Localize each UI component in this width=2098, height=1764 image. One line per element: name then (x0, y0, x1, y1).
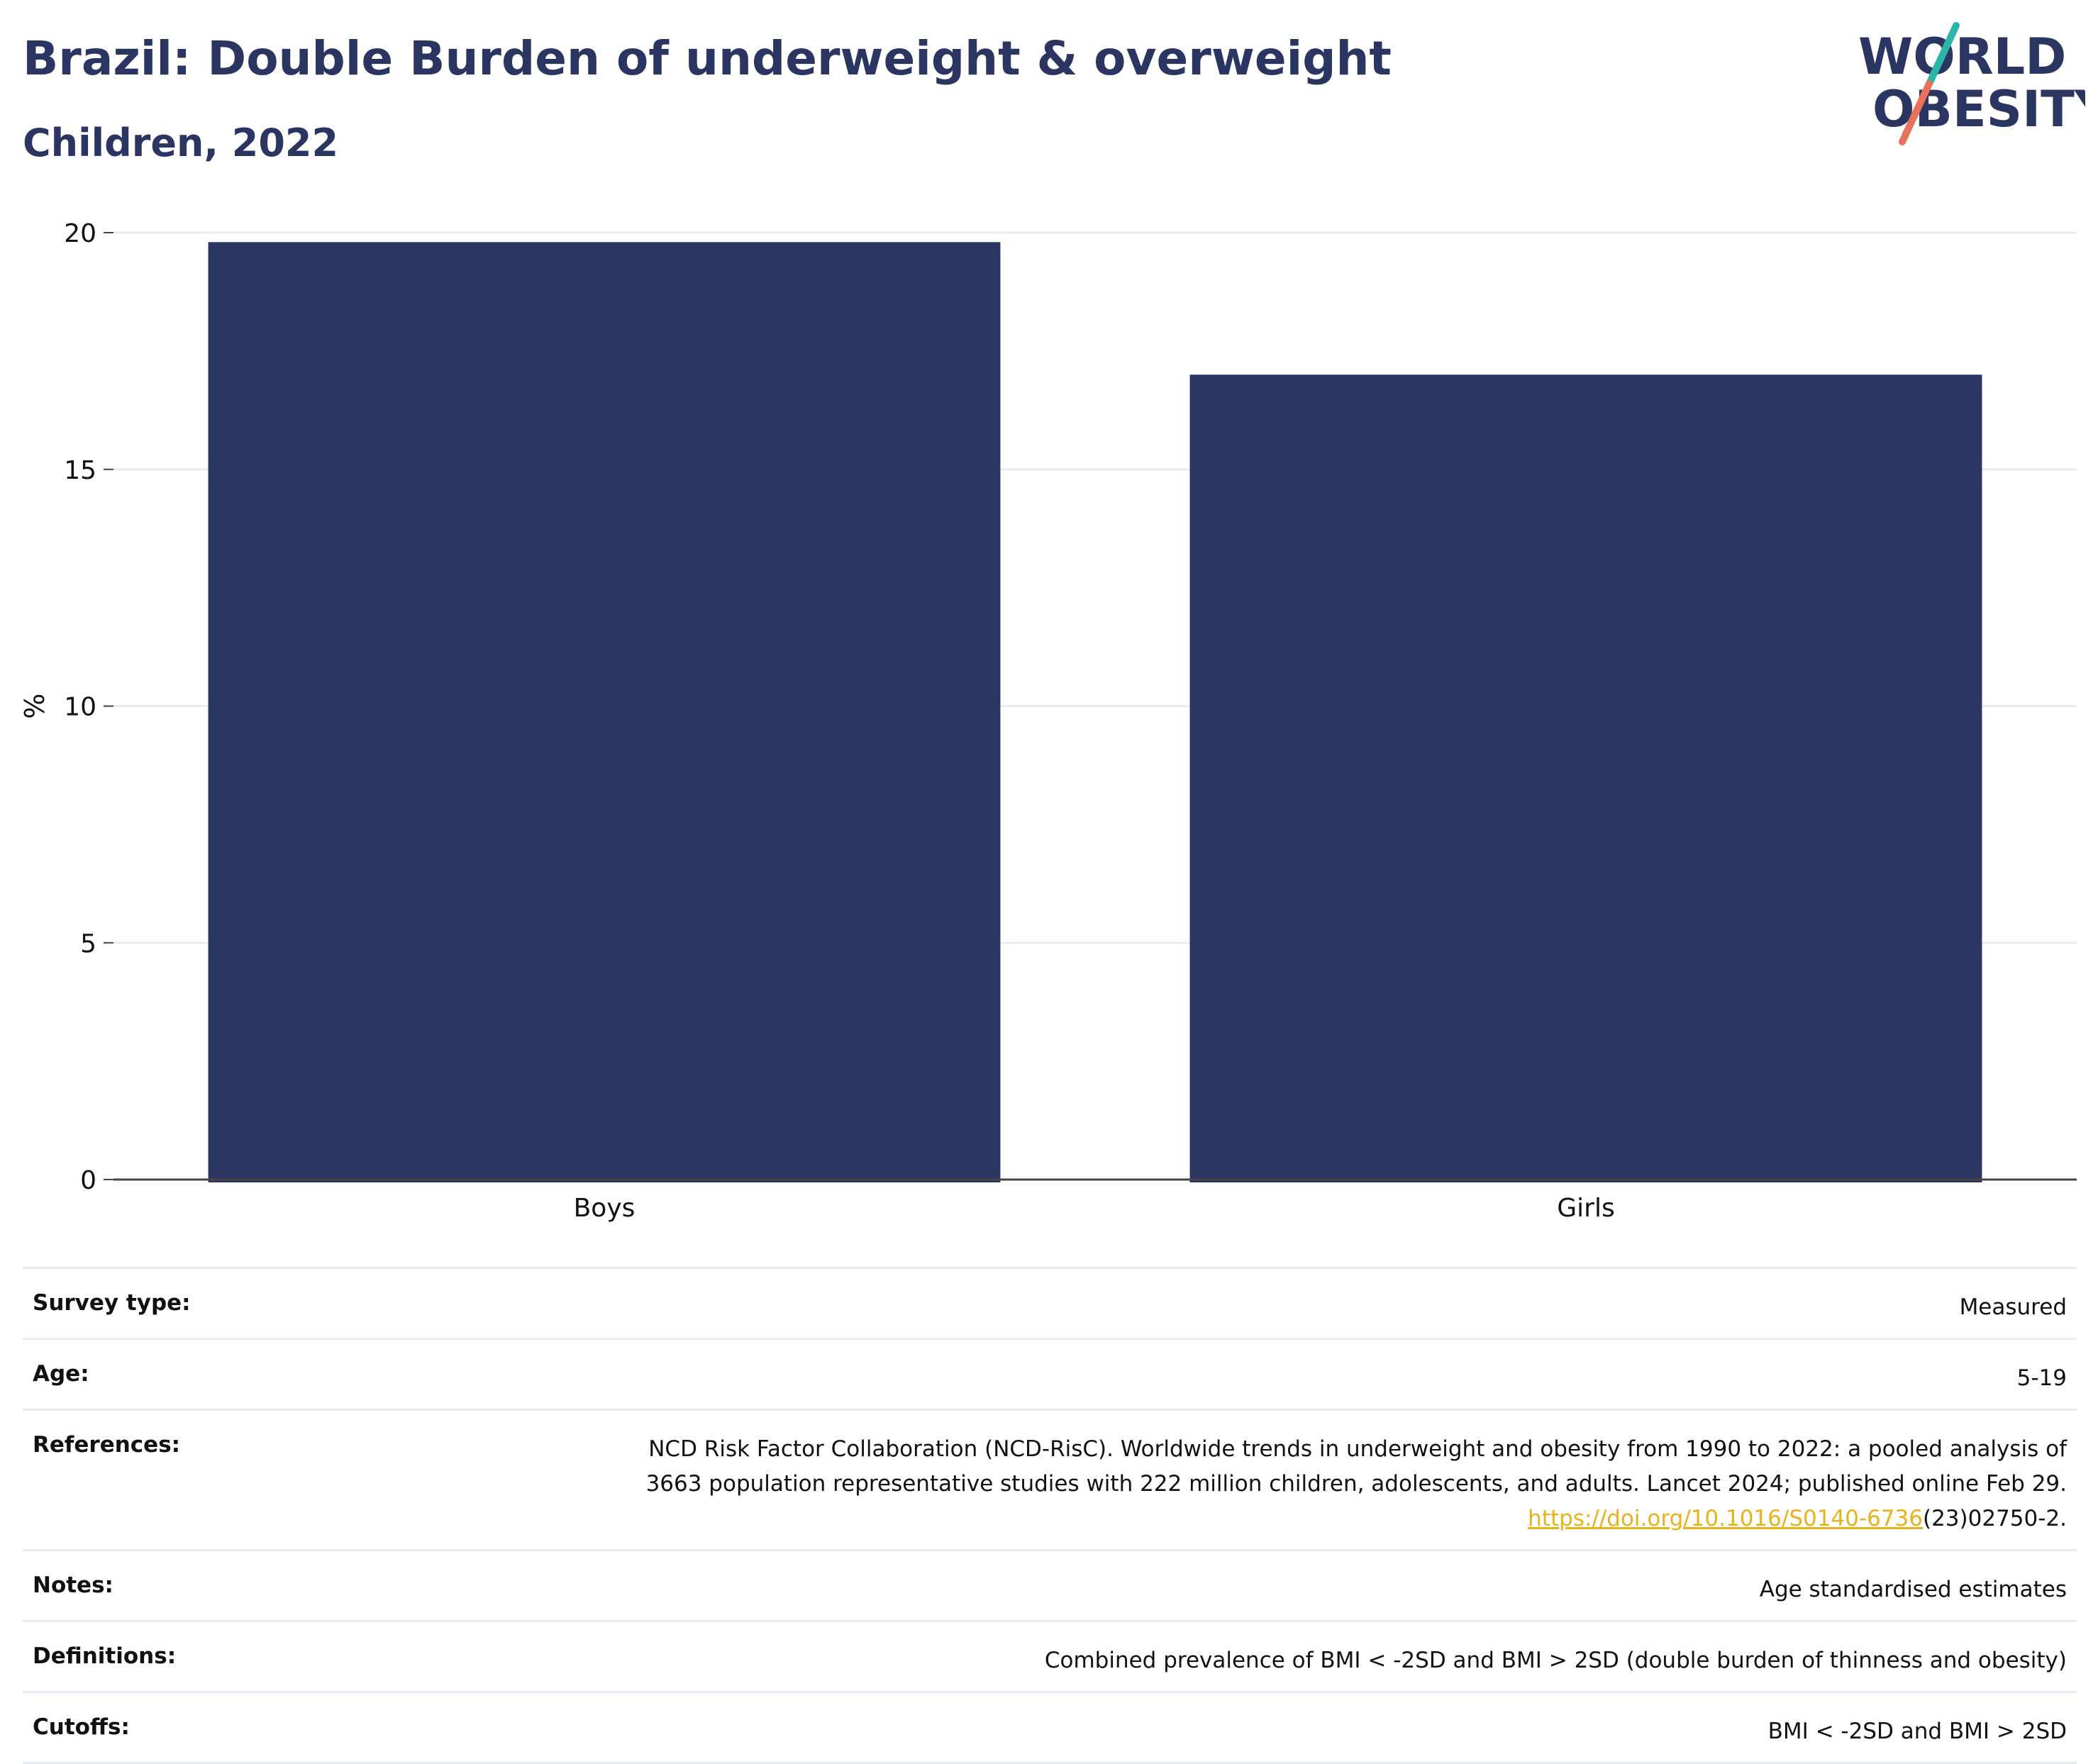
info-row-age: Age: 5-19 (23, 1340, 2077, 1411)
info-table: Survey type: Measured Age: 5-19 Referenc… (23, 1267, 2077, 1764)
info-row-survey-type: Survey type: Measured (23, 1269, 2077, 1340)
info-row-cutoffs: Cutoffs: BMI < -2SD and BMI > 2SD (23, 1693, 2077, 1764)
y-tick-label: 20 (64, 219, 96, 248)
x-tick-label: Boys (574, 1194, 635, 1223)
cutoffs-label: Cutoffs: (33, 1714, 130, 1740)
references-label: References: (33, 1431, 181, 1458)
survey-type-value: Measured (1959, 1294, 2067, 1320)
survey-type-label: Survey type: (33, 1290, 191, 1316)
definitions-value: Combined prevalence of BMI < -2SD and BM… (1044, 1647, 2067, 1673)
references-line-1: NCD Risk Factor Collaboration (NCD-RisC)… (648, 1436, 2067, 1462)
notes-value: Age standardised estimates (1759, 1576, 2067, 1602)
references-value: NCD Risk Factor Collaboration (NCD-RisC)… (294, 1432, 2067, 1536)
chart-title: Brazil: Double Burden of underweight & o… (23, 31, 1392, 86)
logo-slash-teal (1926, 22, 1960, 87)
references-doi-link[interactable]: https://doi.org/10.1016/S0140-6736 (1528, 1505, 1923, 1531)
bars (208, 242, 1982, 1183)
y-tick-label: 0 (80, 1166, 96, 1195)
y-axis-title: % (19, 693, 50, 719)
x-tick-label: Girls (1557, 1194, 1614, 1223)
bar-chart: 0 5 10 15 20 Boys Girls % (19, 219, 2077, 1223)
world-obesity-logo: WORLD OBESITY (1858, 22, 2085, 145)
chart-subtitle: Children, 2022 (23, 121, 339, 165)
y-tick-label: 5 (80, 929, 96, 958)
age-value: 5-19 (2016, 1365, 2067, 1391)
notes-label: Notes: (33, 1572, 113, 1598)
y-tick-label: 15 (64, 456, 96, 485)
logo-slash-coral (1899, 80, 1933, 145)
references-line-2: 3663 population representative studies w… (645, 1470, 2067, 1497)
definitions-label: Definitions: (33, 1643, 177, 1669)
bar-boys (208, 242, 1001, 1183)
age-label: Age: (33, 1360, 89, 1387)
axes: 0 5 10 15 20 Boys Girls (64, 219, 2077, 1223)
bar-girls (1189, 375, 1982, 1182)
info-row-definitions: Definitions: Combined prevalence of BMI … (23, 1622, 2077, 1693)
info-row-references: References: NCD Risk Factor Collaboratio… (23, 1411, 2077, 1551)
references-doi-suffix: (23)02750-2. (1922, 1505, 2067, 1531)
logo-text-world: WORLD (1858, 28, 2066, 86)
y-tick-label: 10 (64, 693, 96, 722)
cutoffs-value: BMI < -2SD and BMI > 2SD (1767, 1718, 2067, 1744)
info-row-notes: Notes: Age standardised estimates (23, 1551, 2077, 1622)
